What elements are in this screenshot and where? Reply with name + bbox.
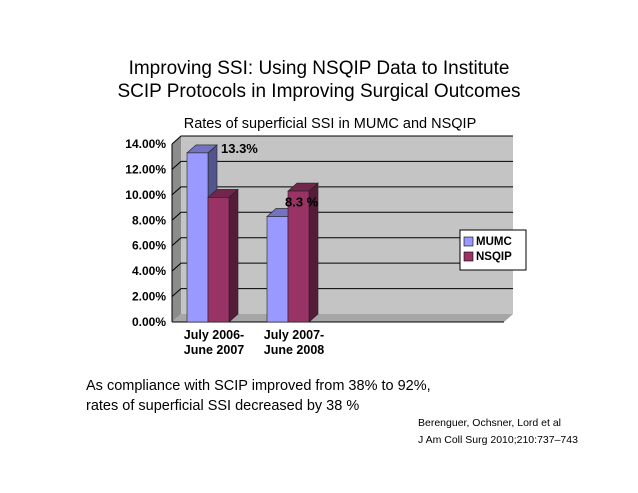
bar-nsqip: [207, 197, 230, 323]
gridline: [171, 186, 513, 196]
y-tick-label: 10.00%: [125, 188, 166, 202]
plot-floor: [172, 314, 513, 322]
x-tick-label: June 2007: [184, 343, 245, 357]
gridline: [171, 135, 513, 145]
data-label: 13.3%: [221, 141, 258, 156]
bar-mumc: [266, 216, 289, 323]
gridline: [171, 237, 513, 247]
citation-authors: Berenguer, Ochsner, Lord et al: [418, 417, 562, 429]
legend-swatch-mumc: [463, 236, 474, 247]
slide-title-line-1: Improving SSI: Using NSQIP Data to Insti…: [128, 58, 510, 79]
y-tick-label: 2.00%: [132, 290, 166, 304]
x-tick-label: June 2008: [264, 343, 325, 357]
y-tick-label: 14.00%: [125, 137, 166, 151]
y-tick-label: 4.00%: [132, 264, 166, 278]
data-label: 8.3 %: [285, 194, 319, 209]
y-tick-label: 0.00%: [132, 315, 166, 329]
slide-title-line-2: SCIP Protocols in Improving Surgical Out…: [117, 81, 521, 102]
conclusion-line-2: rates of superficial SSI decreased by 38…: [86, 398, 360, 414]
gridline: [171, 211, 513, 221]
citation-journal: J Am Coll Surg 2010;210:737–743: [418, 434, 578, 446]
y-tick-label: 8.00%: [132, 213, 166, 227]
bar-mumc: [186, 152, 209, 323]
y-tick-label: 12.00%: [125, 162, 166, 176]
conclusion-line-1: As compliance with SCIP improved from 38…: [86, 378, 431, 394]
legend-label-mumc: MUMC: [476, 236, 512, 248]
legend-label-nsqip: NSQIP: [476, 251, 512, 263]
bar-side: [228, 188, 239, 323]
gridline: [171, 160, 513, 170]
side-wall: [172, 136, 181, 322]
x-tick-label: July 2007-: [264, 328, 324, 342]
legend-box: [459, 229, 527, 271]
x-tick-label: July 2006-: [184, 328, 244, 342]
legend-swatch-nsqip: [463, 251, 474, 262]
bar-nsqip: [287, 190, 310, 323]
gridline: [171, 262, 513, 272]
chart-title: Rates of superficial SSI in MUMC and NSQ…: [183, 116, 477, 132]
y-tick-label: 6.00%: [132, 239, 166, 253]
gridline: [171, 288, 513, 297]
